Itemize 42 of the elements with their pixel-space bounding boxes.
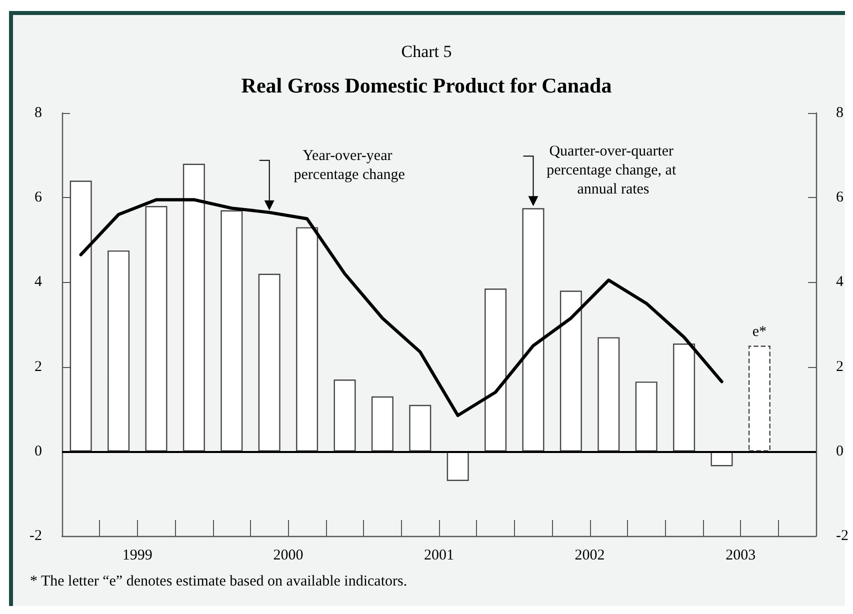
y2-tick-label: 4 — [836, 274, 844, 290]
x-tick-label: 2002 — [574, 548, 605, 564]
chart-title: Real Gross Domestic Product for Canada — [241, 74, 612, 98]
bar — [522, 208, 544, 452]
y2-tick-label: 0 — [836, 443, 844, 460]
y2-tick-label: -2 — [836, 528, 848, 544]
bar — [182, 164, 205, 452]
x-tick-label: 2003 — [726, 548, 756, 564]
bar — [70, 180, 92, 452]
y-tick-label: 0 — [34, 443, 42, 460]
bar — [484, 288, 507, 452]
bar — [446, 451, 469, 482]
bar — [635, 382, 658, 452]
text: * The letter “e” denotes estimate based on available indicators. — [30, 574, 408, 590]
y2-tick-label: 6 — [836, 190, 844, 206]
y-tick-label: 8 — [34, 105, 42, 121]
y-tick-label: 2 — [34, 358, 42, 375]
line-series — [79, 198, 724, 418]
y2-tick-label: 8 — [836, 105, 844, 121]
annotation: e* — [752, 324, 767, 340]
bar — [258, 274, 280, 452]
bar — [145, 206, 168, 452]
bar — [673, 344, 696, 452]
x-tick-label: 2000 — [273, 548, 304, 564]
bar — [371, 396, 394, 452]
bar — [598, 337, 620, 452]
bar — [108, 250, 130, 452]
annotation: Quarter-over-quarter percentage change, at annual rates — [546, 144, 680, 198]
y2-tick-label: 2 — [836, 358, 844, 375]
bar — [220, 210, 243, 452]
bar — [409, 404, 432, 452]
y-tick-label: -2 — [30, 528, 42, 544]
x-tick-label: 2001 — [424, 548, 454, 564]
bar — [296, 227, 318, 452]
bar — [748, 346, 770, 452]
y-tick-label: 6 — [34, 190, 42, 206]
bar — [334, 379, 356, 452]
annotation: Year-over-year percentage change — [294, 148, 406, 183]
chart-subtitle: Chart 5 — [401, 42, 452, 61]
x-tick-label: 1999 — [122, 548, 152, 564]
y-tick-label: 4 — [34, 274, 42, 290]
bar — [560, 290, 582, 452]
